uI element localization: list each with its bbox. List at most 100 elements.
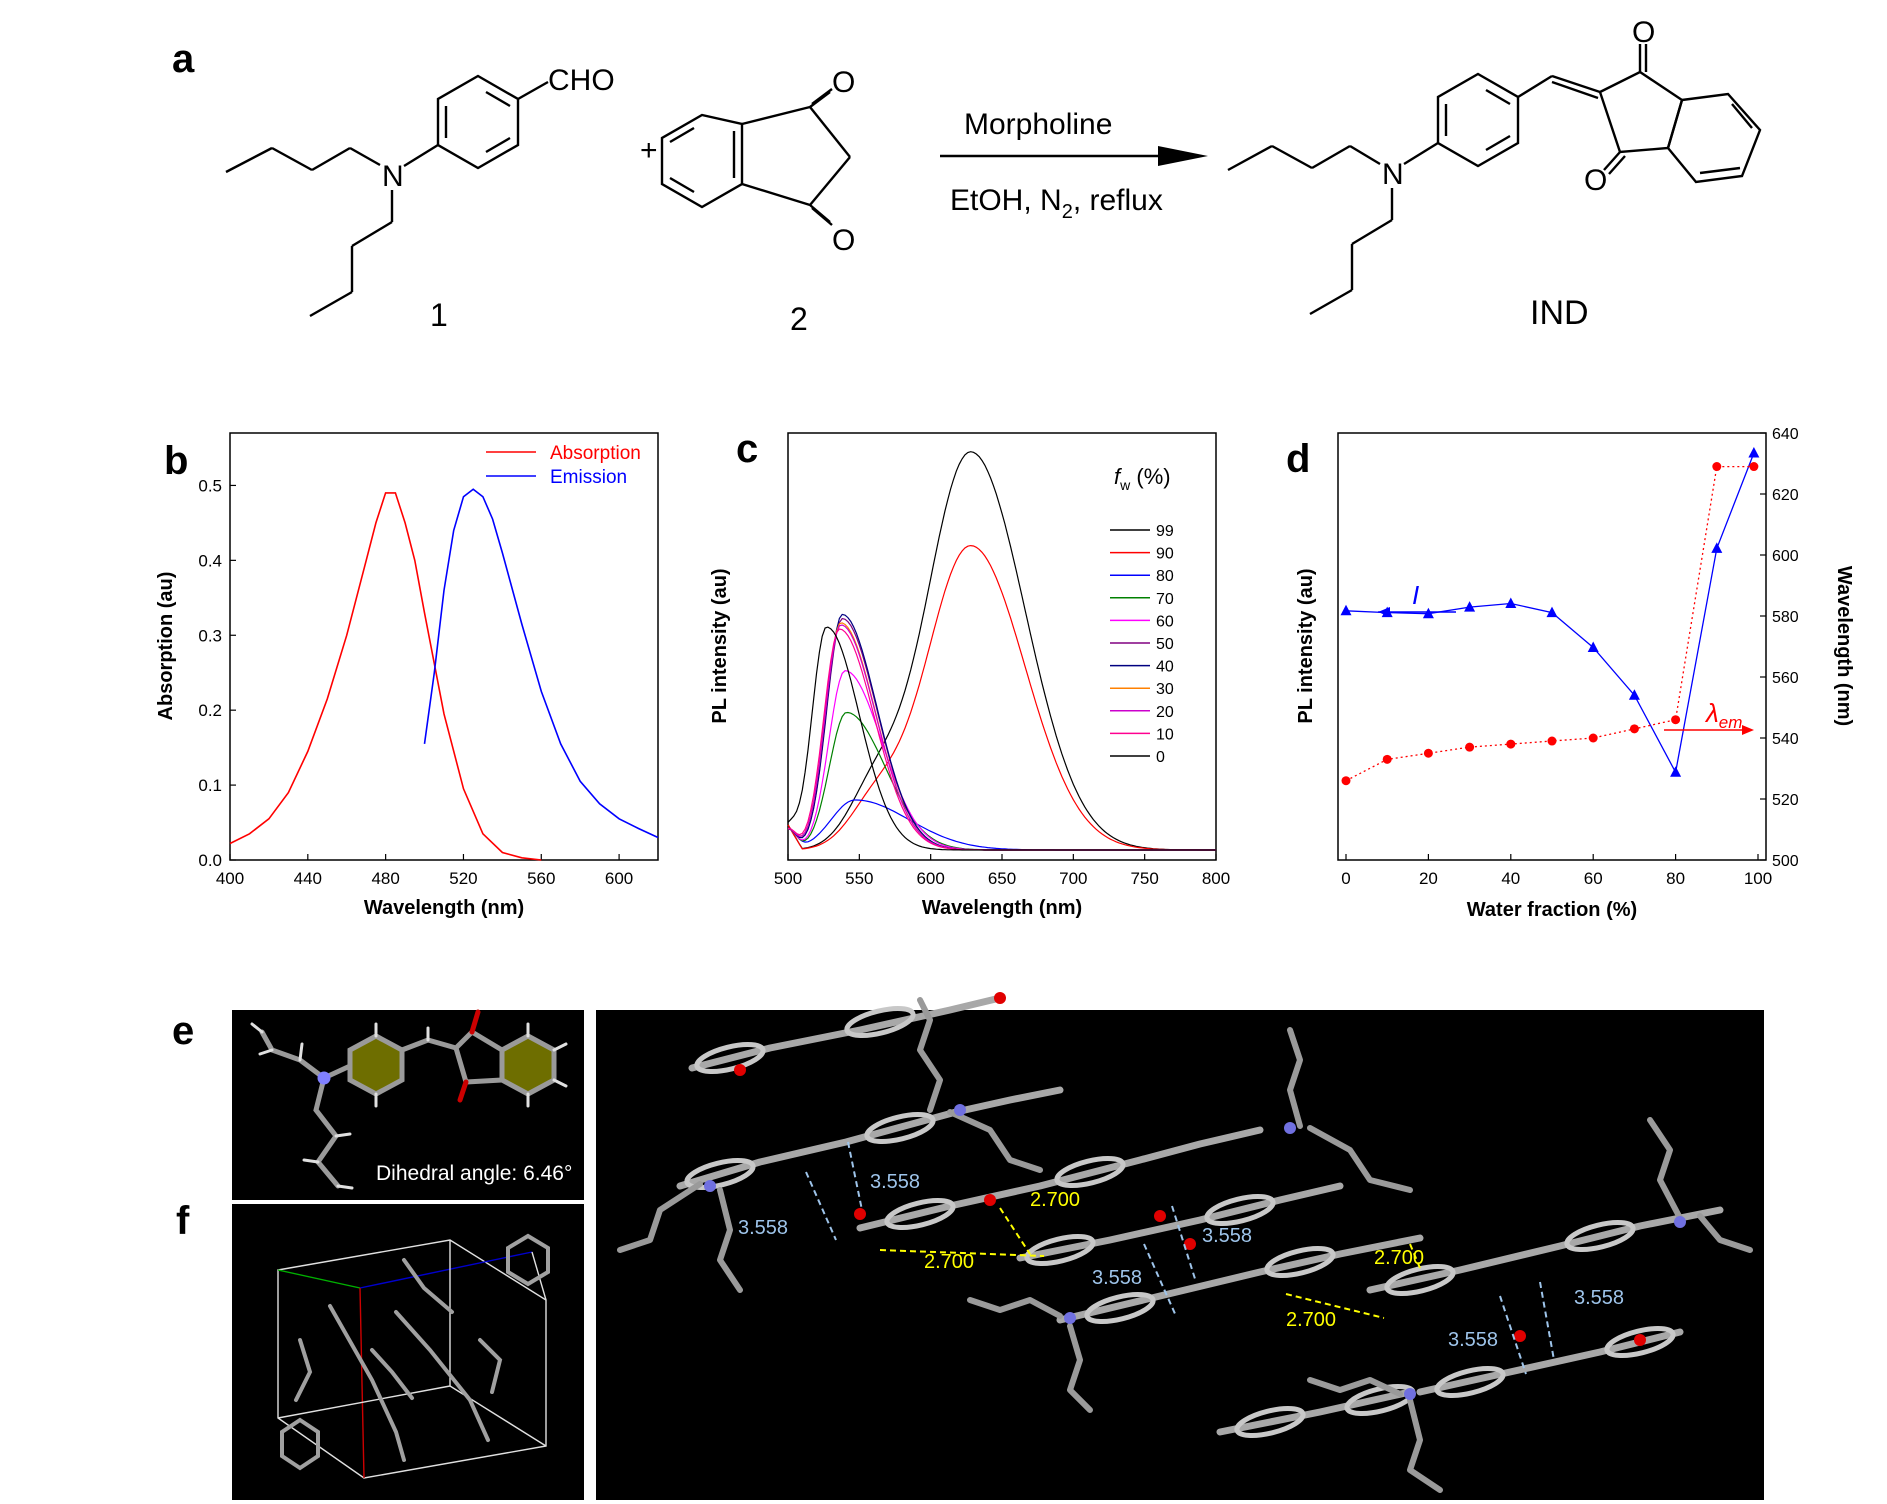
legend-text-fw-60: 60 — [1156, 613, 1174, 630]
butyl-chain-g-10 — [1307, 1377, 1403, 1397]
panel-label-c: c — [736, 427, 758, 471]
molecule-ring-g-3-0 — [1024, 1234, 1096, 1266]
butyl-chain-g-2 — [1287, 1027, 1303, 1129]
y-axis-right-d: 500 520 540 560 580 600 620 640 — [1760, 426, 1799, 870]
oxygen-atom-g-0 — [984, 1194, 996, 1206]
panel-label-a: a — [172, 37, 195, 81]
panel-label-b: b — [164, 439, 188, 483]
unit-cell-f — [277, 1239, 547, 1479]
lambda-arrow-head — [1742, 725, 1754, 735]
molecule-backbone-g-7 — [1216, 1388, 1414, 1436]
molecule-ring-g-4-1 — [1264, 1246, 1336, 1278]
marker-triangle-d-8 — [1670, 766, 1682, 777]
distance-line-g-6 — [1409, 1243, 1421, 1269]
oxygen-label-ind-a: O — [1632, 16, 1655, 49]
distance-label-g-8: 3.558 — [1574, 1287, 1624, 1309]
distance-label-g-2: 2.700 — [1030, 1189, 1080, 1211]
x-tick-label-d-4: 80 — [1666, 869, 1685, 888]
molecule-ring-g-5-0 — [1384, 1264, 1456, 1296]
marker-triangle-d-7 — [1628, 689, 1640, 700]
series-line-fw-80 — [787, 799, 1216, 851]
series-layer-b — [229, 488, 659, 861]
product-label: IND — [1530, 294, 1589, 332]
legend-c: 99 90 80 70 60 50 40 30 20 10 0 — [1110, 523, 1174, 766]
plot-frame-c — [787, 432, 1217, 861]
y-tick-label-b-3: 0.3 — [198, 626, 222, 645]
x-tick-label-c-3: 650 — [988, 869, 1016, 888]
legend-text-emission: Emission — [550, 467, 627, 488]
series-layer-d — [1340, 447, 1760, 786]
molecule-ring-g-7-0 — [1234, 1406, 1306, 1438]
molecule-ring-g-2-1 — [1054, 1156, 1126, 1188]
series-line-fw-50 — [787, 617, 1216, 851]
butyl-chain-g-9 — [1697, 1213, 1753, 1253]
y-right-tick-label-d-6: 620 — [1772, 487, 1799, 504]
x-tick-label-d-2: 40 — [1501, 869, 1520, 888]
distance-line-g-7 — [1285, 1293, 1385, 1319]
molecule-ring-g-3-1 — [1204, 1194, 1276, 1226]
oxygen-label-ind-b: O — [1584, 164, 1607, 197]
marker-circle-d-7 — [1629, 724, 1639, 734]
molecule-ring-g-0-0 — [684, 1158, 756, 1190]
butyl-chain-g-8 — [1647, 1117, 1683, 1221]
legend-title-c: fw (%) — [1114, 464, 1171, 493]
series-layer-c — [787, 451, 1216, 851]
molecule-ring-g-6-1 — [1604, 1326, 1676, 1358]
y-axis-label-b: Absorption (au) — [155, 572, 177, 721]
marker-triangle-d-5 — [1546, 606, 1558, 618]
crystal-panel-f: f — [176, 1199, 584, 1500]
oxygen-atom-g-4 — [1514, 1330, 1526, 1342]
distance-label-g-1: 3.558 — [738, 1217, 788, 1239]
distance-label-g-7: 2.700 — [1286, 1309, 1336, 1331]
distance-line-g-5 — [1143, 1243, 1177, 1317]
y-axis-label-right-d: Wavelength (nm) — [1833, 566, 1855, 726]
marker-circle-d-9 — [1712, 462, 1722, 472]
intensity-arrow-head — [1378, 607, 1390, 617]
distance-line-g-3 — [879, 1249, 1045, 1257]
oxygen-atom-g-1 — [854, 1208, 866, 1220]
reagent-bottom-sub: 2 — [1062, 201, 1073, 223]
marker-triangle-d-9 — [1711, 542, 1723, 553]
marker-triangle-d-0 — [1340, 604, 1352, 616]
plot-frame-b — [229, 432, 659, 861]
series-line-fw-20 — [787, 624, 1216, 851]
legend-title-f: f — [1114, 464, 1123, 489]
panel-label-d: d — [1286, 437, 1310, 481]
molecule-backbone-g-4 — [1056, 1234, 1424, 1324]
nitrogen-atom-g-1 — [704, 1180, 716, 1192]
y-right-tick-label-d-0: 500 — [1772, 853, 1799, 870]
series-line-fw-90 — [787, 544, 1216, 851]
compound-2-structure — [660, 88, 851, 226]
legend-text-fw-80: 80 — [1156, 568, 1174, 585]
distance-lines-g — [805, 1141, 1555, 1375]
x-tick-label-d-3: 60 — [1584, 869, 1603, 888]
molecule-backbone-g-0 — [676, 1086, 1064, 1190]
series-line-fw-30 — [787, 622, 1216, 851]
y-axis-b: 0.0 0.1 0.2 0.3 0.4 0.5 — [198, 476, 236, 870]
chart-panel-b: b 400 440 480 520 560 600 0.00.10.20.30.40.5 … — [155, 432, 659, 919]
series-line-d-1 — [1345, 465, 1754, 782]
intensity-annotation-text: I — [1412, 580, 1419, 610]
x-tick-label-b-1: 440 — [294, 869, 322, 888]
butyl-chain-g-0 — [917, 997, 943, 1113]
y-axis-label-left-d: PL intensity (au) — [1295, 568, 1317, 723]
crystal-image-g — [596, 1010, 1764, 1500]
butyl-chain-g-6 — [967, 1297, 1063, 1319]
packing-molecules-g — [617, 992, 1753, 1493]
legend-b: Absorption Emission — [486, 443, 641, 488]
compound-1-structure — [225, 74, 549, 318]
x-tick-label-d-1: 20 — [1419, 869, 1438, 888]
oxygen-atom-g-2 — [1154, 1210, 1166, 1222]
x-axis-label-c: Wavelength (nm) — [922, 897, 1082, 919]
nitrogen-atom-g-4 — [1674, 1216, 1686, 1228]
legend-text-fw-90: 90 — [1156, 546, 1174, 563]
nitrogen-atom-g-5 — [1404, 1388, 1416, 1400]
x-tick-label-b-4: 560 — [527, 869, 555, 888]
lambda-sub: em — [1719, 713, 1743, 732]
marker-circle-d-8 — [1671, 715, 1681, 725]
reagent-top: Morpholine — [964, 108, 1112, 141]
reaction-arrow — [940, 146, 1208, 166]
series-line-fw-99 — [787, 451, 1216, 851]
nitrogen-atom-g-0 — [954, 1104, 966, 1116]
series-line-fw-0 — [787, 626, 1216, 851]
